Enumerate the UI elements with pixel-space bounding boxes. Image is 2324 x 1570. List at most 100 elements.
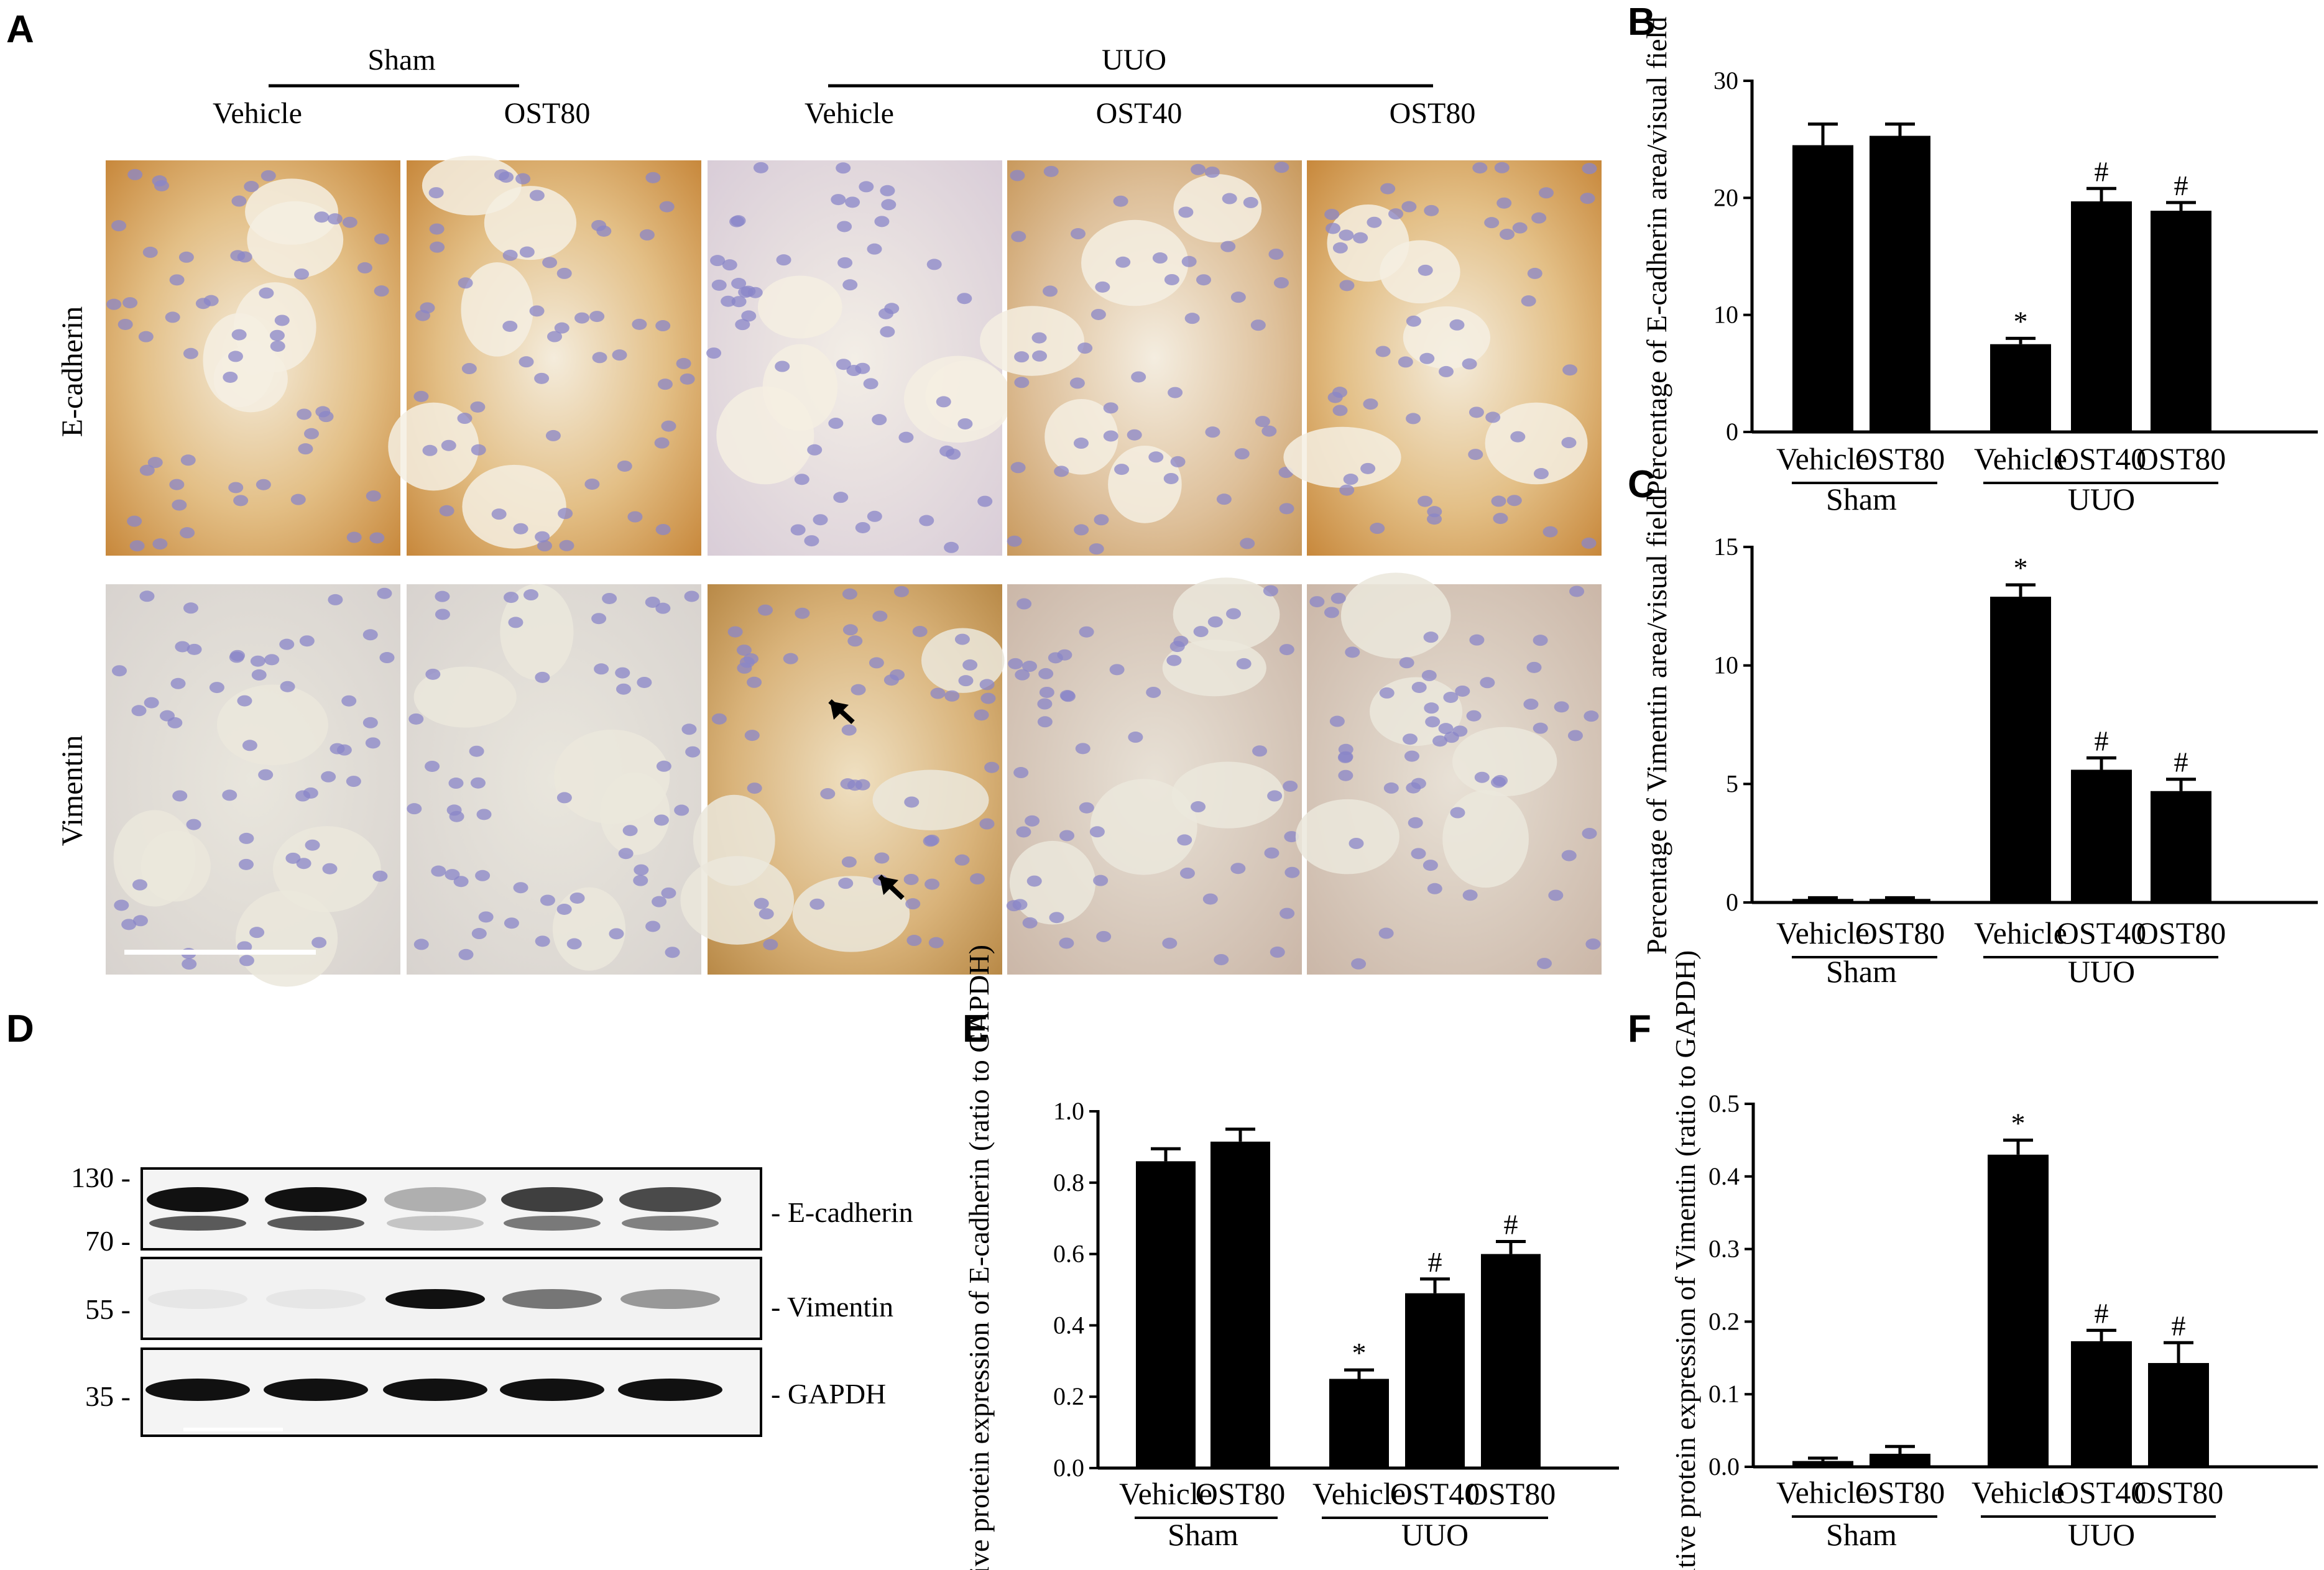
- column-label-5: OST80: [1390, 97, 1476, 130]
- category-label: OST80: [1466, 1476, 1556, 1511]
- panel-letter-a: A: [6, 8, 34, 51]
- category-label: Vehicle: [1119, 1476, 1212, 1511]
- band-ecadherin: [384, 1187, 486, 1212]
- micrograph-tile: [706, 160, 1012, 556]
- y-tick-label: 0.4: [1708, 1162, 1740, 1190]
- significance-mark: *: [2011, 1107, 2026, 1139]
- column-label-2: OST80: [504, 97, 591, 130]
- y-tick-label: 0.5: [1708, 1090, 1740, 1118]
- band-gapdh: [264, 1379, 368, 1401]
- y-axis-label: Percentage of Vimentin area/visual field: [1641, 495, 1672, 955]
- y-tick-label: 10: [1713, 651, 1738, 679]
- panel-letter-e: E: [962, 1008, 988, 1050]
- panel-letter-c: C: [1628, 463, 1656, 506]
- group-label-sham: Sham: [1826, 482, 1897, 516]
- row-label-vimentin: Vimentin: [56, 735, 89, 846]
- category-label: OST40: [2057, 441, 2146, 476]
- bar: [1136, 1161, 1196, 1468]
- bar: [2151, 211, 2211, 432]
- y-tick-label: 0.2: [1708, 1307, 1740, 1335]
- column-label-3: Vehicle: [805, 97, 894, 130]
- arrow-marker: [828, 699, 855, 724]
- bar: [2151, 791, 2211, 902]
- group-label-uuo: UUO: [1401, 1517, 1469, 1552]
- micrograph-tile: [1283, 160, 1602, 556]
- group-label-sham: Sham: [367, 44, 435, 76]
- bar: [1792, 1461, 1853, 1467]
- band-ecadherin-lower: [149, 1216, 246, 1231]
- y-tick-label: 10: [1713, 301, 1738, 329]
- y-tick-label: 0.1: [1708, 1380, 1740, 1408]
- band-ecadherin: [501, 1187, 603, 1212]
- category-label: OST80: [1196, 1476, 1285, 1511]
- category-label: Vehicle: [1776, 1475, 1870, 1510]
- group-label-uuo: UUO: [2068, 482, 2135, 516]
- group-label-sham: Sham: [1826, 954, 1897, 989]
- group-label-sham: Sham: [1168, 1517, 1238, 1552]
- bar: [1870, 899, 1930, 902]
- panel-letter-f: F: [1628, 1008, 1651, 1050]
- panel-letter-d: D: [6, 1008, 34, 1050]
- bar: [1329, 1379, 1389, 1468]
- band-label-vimentin: - Vimentin: [771, 1291, 893, 1323]
- bar: [1405, 1293, 1465, 1468]
- micrograph-tile: [1295, 572, 1602, 975]
- mw-marker-35: 35 -: [85, 1380, 131, 1412]
- category-label: OST80: [2134, 1475, 2223, 1510]
- micrograph-tile: [106, 584, 400, 987]
- bar: [1792, 145, 1853, 433]
- y-tick-label: 30: [1713, 67, 1738, 94]
- category-label: Vehicle: [1974, 916, 2067, 950]
- category-label: OST80: [1855, 1475, 1945, 1510]
- row-label-ecadherin: E-cadherin: [56, 306, 89, 438]
- micrograph-tile: [407, 584, 701, 975]
- bar: [1988, 1154, 2049, 1467]
- group-label-uuo: UUO: [2068, 1517, 2135, 1552]
- category-label: OST80: [1855, 441, 1945, 476]
- bar: [2071, 201, 2132, 432]
- panel-letter-b: B: [1628, 1, 1656, 44]
- micrograph-tile: [106, 160, 400, 556]
- band-vimentin: [502, 1289, 602, 1309]
- y-tick-label: 0.6: [1053, 1240, 1084, 1268]
- group-label-uuo: UUO: [2068, 954, 2135, 989]
- y-axis-label: Relative protein expression of E-cadheri…: [963, 945, 995, 1570]
- panel-a-headers: Sham UUO Vehicle OST80 Vehicle OST40 OST…: [56, 44, 1475, 846]
- arrow-marker: [878, 875, 905, 900]
- y-tick-label: 0.8: [1053, 1168, 1084, 1196]
- bar: [1990, 344, 2051, 432]
- column-label-1: Vehicle: [213, 97, 302, 130]
- band-vimentin: [148, 1289, 247, 1309]
- y-axis-label: Percentage of E-cadherin area/visual fie…: [1641, 17, 1672, 496]
- micrograph-tile: [980, 160, 1302, 556]
- significance-mark: #: [2174, 746, 2188, 778]
- bar: [1481, 1254, 1541, 1468]
- band-ecadherin-lower: [622, 1216, 719, 1231]
- band-ecadherin: [619, 1187, 721, 1212]
- band-ecadherin-lower: [504, 1216, 601, 1231]
- y-tick-label: 0: [1726, 418, 1738, 446]
- category-label: OST40: [1390, 1476, 1480, 1511]
- category-label: OST80: [1855, 916, 1945, 950]
- y-tick-label: 1.0: [1053, 1097, 1084, 1125]
- band-gapdh: [618, 1379, 722, 1401]
- category-label: OST80: [2136, 441, 2226, 476]
- band-vimentin: [385, 1289, 485, 1309]
- significance-mark: #: [2095, 725, 2109, 756]
- category-label: Vehicle: [1776, 916, 1870, 950]
- western-blot: 130 - 70 - 55 - 35 - - E-cadherin - Vime…: [71, 1162, 913, 1437]
- y-axis-label: Relative protein expression of Vimentin …: [1669, 950, 1701, 1570]
- y-tick-label: 0: [1726, 888, 1738, 916]
- bar: [1792, 899, 1853, 902]
- group-label-uuo: UUO: [1102, 44, 1166, 76]
- band-ecadherin: [147, 1187, 249, 1212]
- band-label-gapdh: - GAPDH: [771, 1378, 886, 1410]
- mw-marker-130: 130 -: [71, 1162, 131, 1193]
- micrograph-tile: [388, 155, 701, 556]
- column-label-4: OST40: [1096, 97, 1183, 130]
- bar: [1990, 597, 2051, 902]
- significance-mark: #: [2095, 155, 2109, 187]
- y-tick-label: 20: [1713, 183, 1738, 211]
- band-label-ecadherin: - E-cadherin: [771, 1196, 913, 1228]
